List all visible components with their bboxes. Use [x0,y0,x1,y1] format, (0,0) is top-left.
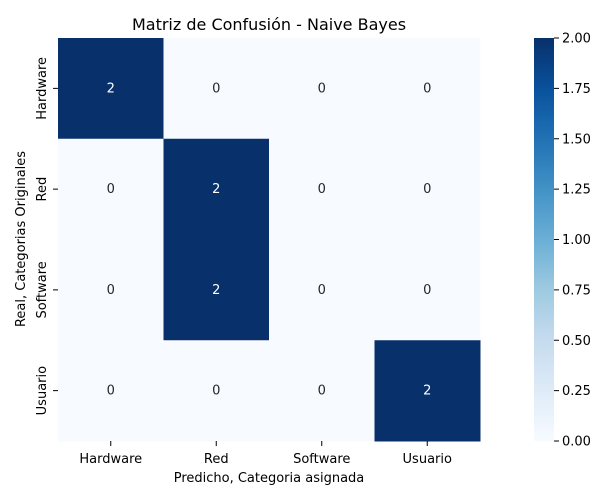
heatmap-cell [58,38,164,140]
heatmap-cell [58,340,164,442]
x-axis-label: Predicho, Categoria asignada [174,471,365,486]
heatmap-cell [374,239,481,341]
chart-title: Matriz de Confusión - Naive Bayes [132,15,406,34]
heatmap-cell [163,340,270,442]
cell-value-label: 0 [318,182,326,197]
colorbar [534,38,554,441]
heatmap-cell [269,138,375,240]
cell-value-label: 2 [212,182,220,197]
y-tick-label: Usuario [35,366,50,415]
y-tick-label: Red [35,177,50,202]
colorbar-ticks: 0.00 0.25 0.50 0.75 1.00 1.25 1.50 1.75 2.00 [554,32,591,450]
cell-value-label: 0 [318,81,326,96]
y-axis-label: Real, Categorias Originales [14,151,29,327]
colorbar-tick-label: 0.50 [562,334,591,349]
cell-value-label: 2 [212,283,220,298]
cell-value-label: 0 [423,182,431,197]
heatmap-cell [374,138,481,240]
heatmap-cell [374,38,481,140]
cell-value-label: 0 [107,384,115,399]
cell-value-label: 0 [318,384,326,399]
x-tick-label: Hardware [79,452,142,467]
heatmap-cell [163,38,270,140]
colorbar-tick-label: 0.00 [562,435,591,450]
heatmap-cell [269,239,375,341]
y-tick-label: Software [35,261,50,318]
y-tick-label: Hardware [35,57,50,120]
cell-value-label: 0 [107,283,115,298]
heatmap-cells [58,38,481,442]
cell-value-label: 0 [318,283,326,298]
colorbar-tick-label: 1.50 [562,132,591,147]
x-axis-ticks: Hardware Red Software Usuario [79,441,452,467]
colorbar-tick-label: 1.75 [562,82,591,97]
colorbar-tick-label: 2.00 [562,32,591,47]
colorbar-tick-label: 0.25 [562,384,591,399]
heatmap-cell [374,340,481,442]
heatmap-cell-labels: 2 0 0 0 0 2 0 0 0 2 0 0 0 0 0 2 [107,81,432,398]
x-tick-label: Software [293,452,350,467]
heatmap-cell [58,138,164,240]
heatmap-cell [163,138,270,240]
cell-value-label: 0 [423,283,431,298]
cell-value-label: 0 [107,182,115,197]
colorbar-tick-label: 1.00 [562,233,591,248]
heatmap-cell [58,239,164,341]
heatmap-cell [163,239,270,341]
heatmap-cell [269,38,375,140]
x-tick-label: Red [204,452,229,467]
cell-value-label: 2 [423,384,431,399]
x-tick-label: Usuario [403,452,452,467]
y-axis-ticks: Hardware Red Software Usuario [35,57,58,415]
colorbar-tick-label: 1.25 [562,183,591,198]
cell-value-label: 0 [212,384,220,399]
cell-value-label: 0 [423,81,431,96]
cell-value-label: 0 [212,81,220,96]
colorbar-tick-label: 0.75 [562,283,591,298]
heatmap-cell [269,340,375,442]
cell-value-label: 2 [107,81,115,96]
